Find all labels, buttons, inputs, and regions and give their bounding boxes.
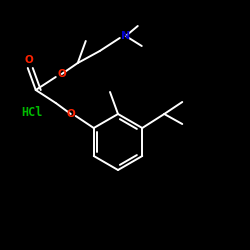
Text: HCl: HCl (21, 106, 43, 118)
Text: N: N (121, 31, 130, 41)
Text: O: O (66, 109, 75, 119)
Text: O: O (58, 69, 66, 79)
Text: O: O (24, 55, 33, 65)
